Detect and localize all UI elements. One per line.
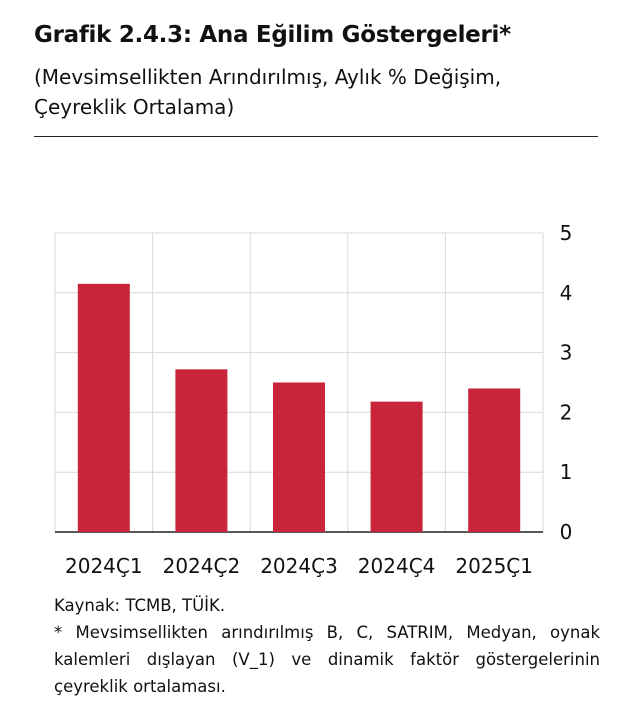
y-tick-label: 1 xyxy=(560,460,573,484)
bars xyxy=(77,283,521,532)
y-tick-label: 3 xyxy=(560,341,573,365)
bar-2024Ç3 xyxy=(273,382,325,532)
x-tick-labels: 2024Ç1 2024Ç2 2024Ç3 2024Ç4 2025Ç1 xyxy=(65,554,533,578)
bar-2024Ç4 xyxy=(370,401,423,532)
x-tick-label: 2024Ç4 xyxy=(358,554,436,578)
y-tick-label: 0 xyxy=(560,520,573,544)
chart-notes: Kaynak: TCMB, TÜİK. * Mevsimsellikten ar… xyxy=(54,592,600,700)
x-tick-label: 2025Ç1 xyxy=(455,554,533,578)
x-tick-label: 2024Ç2 xyxy=(163,554,241,578)
source-note: Kaynak: TCMB, TÜİK. xyxy=(54,596,226,615)
y-tick-label: 2 xyxy=(560,400,573,424)
y-tick-label: 5 xyxy=(560,221,573,245)
bar-2025Ç1 xyxy=(468,388,521,532)
x-tick-label: 2024Ç1 xyxy=(65,554,143,578)
footnote: * Mevsimsellikten arındırılmış B, C, SAT… xyxy=(54,623,600,696)
title-divider xyxy=(34,136,598,137)
x-tick-label: 2024Ç3 xyxy=(260,554,338,578)
bar-2024Ç2 xyxy=(175,369,228,532)
grid-lines xyxy=(54,232,544,533)
y-tick-labels: 0 1 2 3 4 5 xyxy=(560,221,573,544)
bar-chart: 0 1 2 3 4 5 2024Ç1 2024Ç2 2024Ç3 2024Ç4 2025Ç1 xyxy=(54,221,573,578)
bar-2024Ç1 xyxy=(77,283,130,532)
chart-title: Grafik 2.4.3: Ana Eğilim Göstergeleri* xyxy=(34,22,511,48)
y-tick-label: 4 xyxy=(560,281,573,305)
chart-subtitle: (Mevsimsellikten Arındırılmış, Aylık % D… xyxy=(34,65,502,119)
